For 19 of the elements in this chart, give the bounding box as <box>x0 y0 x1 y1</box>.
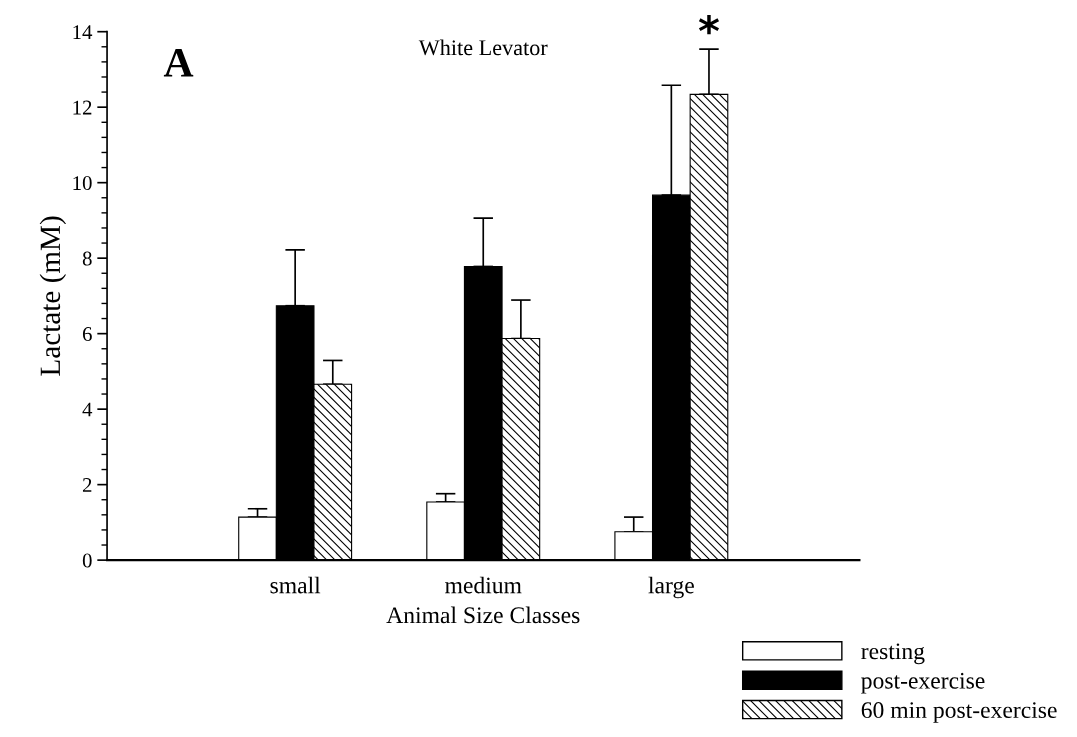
y-tick-label: 2 <box>82 478 92 492</box>
legend-label: resting <box>861 643 925 665</box>
y-tick-label: 0 <box>82 553 92 568</box>
annotation: A <box>163 48 194 77</box>
y-tick-label: 8 <box>82 251 92 266</box>
y-tick-label: 4 <box>82 402 93 417</box>
legend-label: post-exercise <box>861 672 985 694</box>
x-tick-label: small <box>270 576 321 594</box>
legend-label: 60 min post-exercise <box>861 702 1057 723</box>
chart-title: White Levator <box>418 39 548 56</box>
annotation: * <box>698 15 720 35</box>
y-tick-label: 6 <box>82 327 92 342</box>
y-tick-label: 14 <box>73 25 93 39</box>
x-tick-label: large <box>648 576 694 599</box>
y-axis-title: Lactate (mM) <box>39 216 67 376</box>
y-tick-label: 12 <box>73 100 92 115</box>
x-tick-label: medium <box>445 576 522 594</box>
x-axis-title: Animal Size Classes <box>386 606 580 624</box>
y-tick-label: 10 <box>73 176 92 191</box>
